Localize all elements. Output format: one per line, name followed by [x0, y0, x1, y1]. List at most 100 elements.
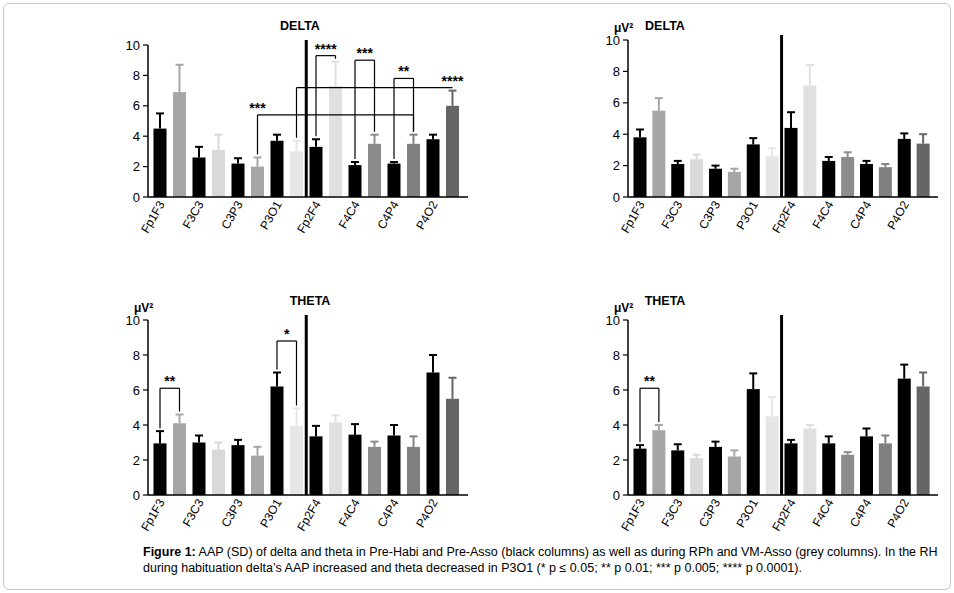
- bar: [652, 430, 665, 495]
- error-bar-stem: [452, 378, 454, 399]
- category-label: F4C4: [336, 198, 363, 231]
- bar: [747, 389, 760, 495]
- chart-title: THETA: [645, 294, 686, 308]
- bracket-leg: [276, 341, 277, 370]
- y-tick-label: 4: [133, 129, 140, 144]
- error-bar-cap: [215, 134, 223, 136]
- hemisphere-divider: [780, 315, 783, 495]
- error-bar-cap: [449, 377, 457, 379]
- category-label: C4P4: [374, 496, 401, 529]
- error-bar-cap: [371, 134, 379, 136]
- category-label: F4C4: [810, 198, 837, 231]
- y-axis: [627, 40, 629, 197]
- error-bar: [410, 135, 418, 144]
- bar: [803, 429, 816, 496]
- error-bar: [900, 133, 908, 138]
- error-bar-stem: [771, 148, 773, 156]
- bar: [232, 164, 245, 197]
- error-bar-cap: [176, 64, 184, 66]
- error-bar: [429, 355, 437, 373]
- error-bar: [449, 91, 457, 106]
- caption: Figure 1: AAP (SD) of delta and theta in…: [143, 544, 943, 576]
- category-label: F3C3: [180, 198, 207, 231]
- y-axis: [147, 320, 149, 495]
- category-label: P3O1: [257, 496, 285, 530]
- y-tick: [623, 424, 628, 425]
- error-bar-cap: [749, 137, 757, 139]
- error-bar-cap: [176, 414, 184, 416]
- y-tick-label: 2: [613, 453, 620, 468]
- error-bar: [390, 162, 398, 164]
- significance-bracket: [160, 388, 180, 428]
- error-bar-stem: [296, 141, 298, 152]
- error-bar-stem: [884, 436, 886, 444]
- significance-label: ****: [315, 41, 337, 57]
- error-bar: [768, 148, 776, 156]
- error-bar: [234, 440, 242, 445]
- hemisphere-divider: [780, 35, 783, 197]
- error-bar-stem: [809, 65, 811, 85]
- error-bar: [806, 65, 814, 85]
- bar: [193, 443, 206, 496]
- y-tick: [623, 71, 628, 72]
- error-bar-cap: [693, 154, 701, 156]
- bar: [329, 422, 342, 495]
- category-label: P4O2: [884, 496, 912, 530]
- significance-label: **: [644, 373, 655, 389]
- error-bar: [919, 373, 927, 387]
- y-tick-label: 2: [133, 453, 140, 468]
- error-bar-stem: [639, 129, 641, 137]
- bar: [349, 435, 362, 495]
- error-bar: [371, 135, 379, 144]
- error-bar: [351, 424, 359, 435]
- y-tick: [623, 39, 628, 40]
- bracket-leg: [658, 388, 659, 422]
- y-tick-label: 8: [133, 348, 140, 363]
- y-tick: [143, 44, 148, 45]
- error-bar-stem: [179, 415, 181, 424]
- error-bar: [863, 161, 871, 164]
- error-bar-cap: [351, 423, 359, 425]
- error-bar: [176, 415, 184, 424]
- significance-bracket: [316, 56, 336, 137]
- error-bar-cap: [156, 112, 164, 114]
- error-bar-cap: [693, 454, 701, 456]
- error-bar-stem: [452, 91, 454, 106]
- bracket-leg: [639, 388, 640, 442]
- bar: [427, 139, 440, 197]
- category-label: C4P4: [847, 198, 874, 231]
- error-bar-cap: [881, 435, 889, 437]
- bar: [841, 157, 854, 197]
- error-bar-cap: [234, 439, 242, 441]
- bar: [690, 458, 703, 495]
- significance-bracket: [394, 78, 414, 159]
- y-axis: [627, 320, 629, 495]
- bar: [822, 161, 835, 197]
- hemisphere-divider: [305, 40, 308, 197]
- error-bar: [332, 62, 340, 86]
- error-bar-cap: [293, 140, 301, 142]
- bar: [671, 164, 684, 197]
- error-bar-stem: [903, 365, 905, 379]
- bar: [193, 157, 206, 197]
- y-tick: [143, 166, 148, 167]
- error-bar: [254, 157, 262, 166]
- y-tick: [623, 319, 628, 320]
- bar: [329, 86, 342, 197]
- y-tick: [143, 354, 148, 355]
- bar-chart-panel: 0246810Fp1F3F3C3C3P3P3O1Fp2F4F4C4C4P4P4O…: [126, 294, 468, 534]
- bar: [251, 456, 264, 495]
- bar: [310, 147, 323, 197]
- error-bar: [215, 443, 223, 450]
- error-bar: [712, 166, 720, 169]
- bar: [290, 426, 303, 495]
- y-tick-label: 6: [613, 95, 620, 110]
- bracket-leg: [296, 341, 297, 405]
- error-bar-stem: [790, 112, 792, 128]
- significance-bracket: [640, 388, 659, 442]
- error-bar: [636, 445, 644, 449]
- bar: [427, 373, 440, 496]
- error-bar: [195, 147, 203, 158]
- bracket-leg: [413, 78, 414, 131]
- bar: [310, 436, 323, 495]
